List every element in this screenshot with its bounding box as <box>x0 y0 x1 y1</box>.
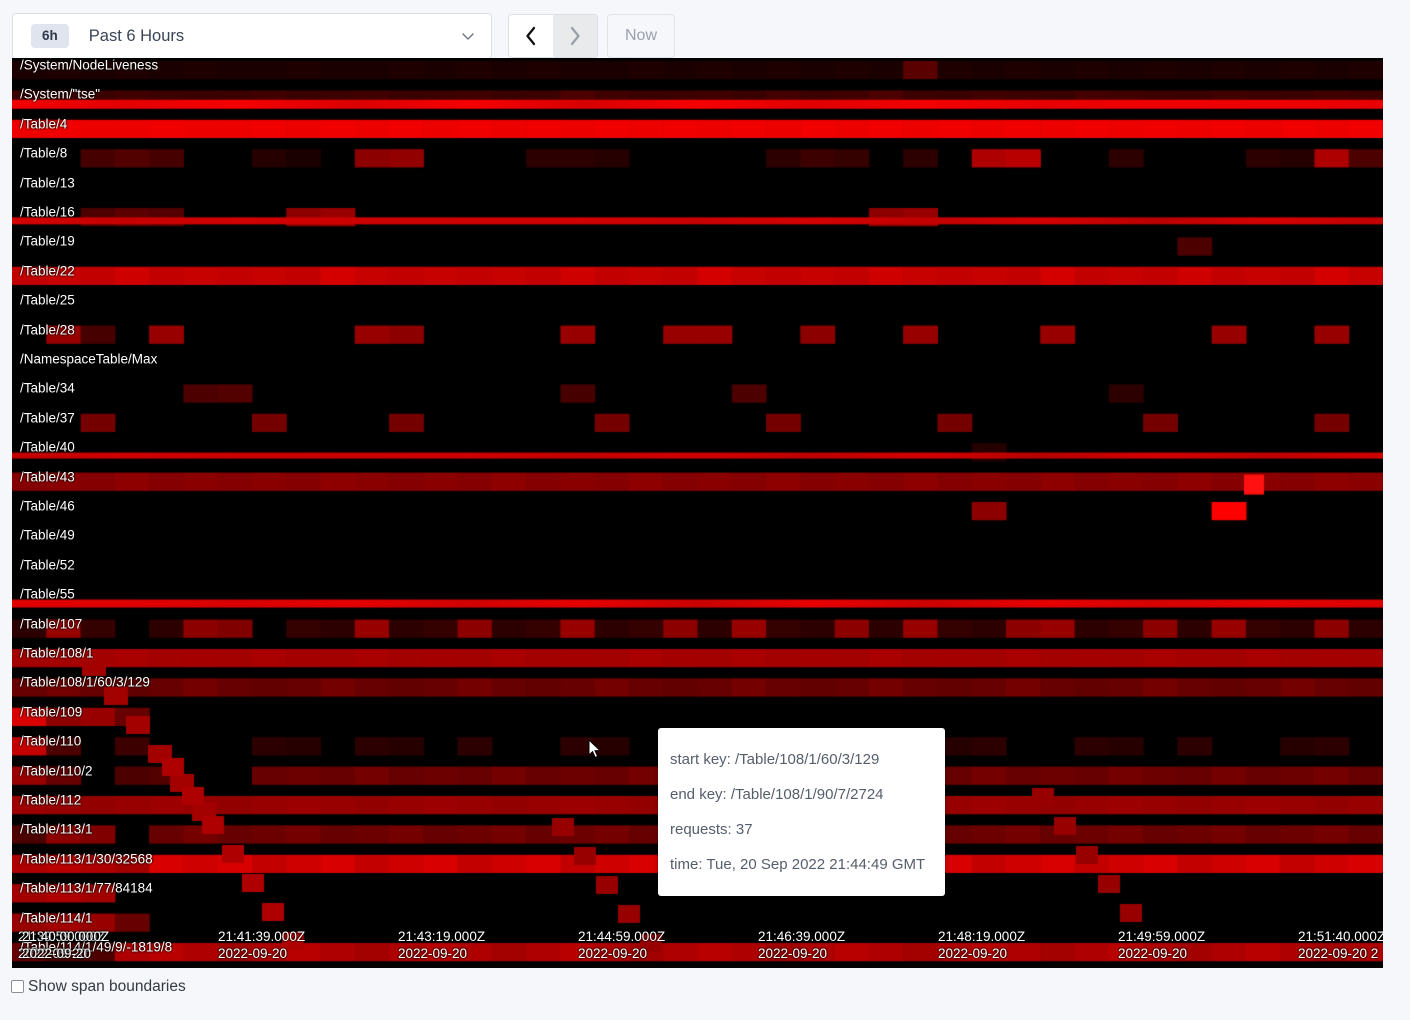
next-period-button[interactable] <box>553 15 597 57</box>
time-nav-group <box>508 14 598 58</box>
request-heatmap-chart[interactable]: /System/NodeLiveness/System/"tse"/Table/… <box>12 58 1383 968</box>
chevron-right-icon <box>567 25 583 47</box>
prev-period-button[interactable] <box>509 15 553 57</box>
chevron-down-icon <box>461 29 475 43</box>
now-button[interactable]: Now <box>607 14 675 58</box>
show-span-boundaries-label: Show span boundaries <box>28 978 186 995</box>
time-range-badge: 6h <box>31 24 69 48</box>
time-range-label: Past 6 Hours <box>88 26 185 45</box>
chart-footer: Show span boundaries <box>0 978 1410 1020</box>
chevron-left-icon <box>523 25 539 47</box>
tooltip-start-key: start key: /Table/108/1/60/3/129 <box>670 751 880 768</box>
tooltip-requests: requests: 37 <box>670 821 753 838</box>
tooltip-time: time: Tue, 20 Sep 2022 21:44:49 GMT <box>670 856 926 873</box>
heatmap-tooltip: start key: /Table/108/1/60/3/129 end key… <box>658 728 945 896</box>
time-range-select[interactable]: 6h Past 6 Hours <box>12 13 492 59</box>
show-span-boundaries-checkbox[interactable] <box>11 980 24 993</box>
tooltip-end-key: end key: /Table/108/1/90/7/2724 <box>670 786 884 803</box>
toolbar: 6h Past 6 Hours Now <box>0 0 1410 59</box>
